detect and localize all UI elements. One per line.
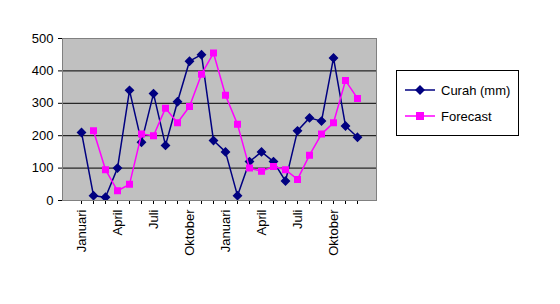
svg-text:100: 100 [32,160,54,175]
svg-text:0: 0 [46,193,53,208]
svg-text:300: 300 [32,95,54,110]
svg-text:Juli: Juli [290,209,305,229]
svg-text:April: April [254,209,269,235]
svg-text:Januari: Januari [218,209,233,252]
svg-text:Juli: Juli [146,209,161,229]
svg-text:500: 500 [32,31,54,46]
svg-text:200: 200 [32,128,54,143]
svg-text:April: April [110,209,125,235]
svg-text:Oktober: Oktober [182,209,197,256]
svg-text:Januari: Januari [74,209,89,252]
svg-text:Oktober: Oktober [326,209,341,256]
html-text:Curah (mm): Curah (mm) [441,82,511,98]
html-text:Forecast: Forecast [441,108,492,124]
svg-text:400: 400 [32,63,54,78]
